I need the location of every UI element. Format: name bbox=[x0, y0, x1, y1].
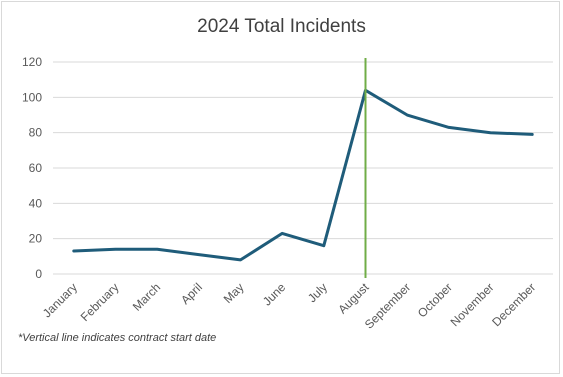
y-tick-label: 60 bbox=[29, 161, 43, 175]
x-tick-label: April bbox=[178, 280, 205, 307]
y-tick-label: 0 bbox=[35, 267, 42, 281]
y-tick-label: 20 bbox=[29, 232, 43, 246]
y-tick-label: 40 bbox=[29, 196, 43, 210]
x-tick-label: December bbox=[489, 280, 538, 329]
x-tick-label: August bbox=[335, 280, 372, 317]
y-tick-label: 100 bbox=[22, 90, 42, 104]
y-tick-label: 80 bbox=[29, 126, 43, 140]
y-tick-label: 120 bbox=[22, 55, 42, 69]
x-tick-label: March bbox=[130, 280, 163, 313]
x-tick-label: November bbox=[448, 280, 497, 329]
x-tick-label: July bbox=[305, 280, 330, 305]
chart-footnote: *Vertical line indicates contract start … bbox=[18, 332, 217, 344]
series-line bbox=[72, 88, 534, 262]
x-tick-label: February bbox=[78, 280, 122, 324]
x-tick-label: October bbox=[415, 280, 455, 320]
x-tick-label: September bbox=[362, 280, 413, 331]
chart-title: 2024 Total Incidents bbox=[197, 16, 366, 37]
x-tick-label: January bbox=[40, 280, 80, 320]
x-tick-label: June bbox=[260, 280, 289, 309]
x-tick-label: May bbox=[221, 280, 247, 306]
